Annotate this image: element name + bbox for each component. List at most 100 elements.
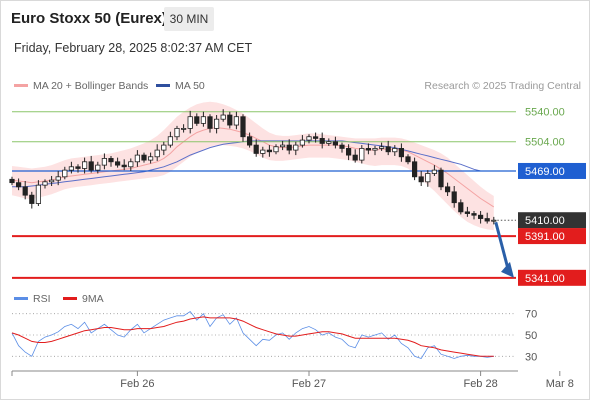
candle-body-bull <box>299 139 306 146</box>
candle-body-bear <box>477 214 484 219</box>
candle-body-bear <box>75 166 81 169</box>
legend-ma50: MA 50 <box>156 80 205 92</box>
candle-body-bear <box>15 182 22 188</box>
candle <box>385 140 391 156</box>
legend-bollinger: MA 20 + Bollinger Bands <box>14 80 148 92</box>
candle-body-bull <box>187 116 193 129</box>
candle <box>451 185 457 208</box>
candle <box>345 144 352 161</box>
copyright-text: Research © 2025 Trading Central <box>424 80 581 92</box>
candle-body-bear <box>141 154 147 161</box>
x-tick-label: Feb 27 <box>292 378 326 390</box>
candle-body-bull <box>82 161 88 169</box>
candle-body-bear <box>227 114 233 126</box>
candle-body-bear <box>194 116 200 124</box>
ma20-line <box>11 127 495 208</box>
forecast-arrow-head <box>501 261 514 278</box>
bollinger-swatch-icon <box>14 83 28 87</box>
candle <box>68 161 74 174</box>
candle-body-bear <box>332 141 339 146</box>
candle <box>418 170 424 186</box>
candle <box>161 141 167 156</box>
rsi-tick-label: 30 <box>525 351 537 363</box>
candle <box>121 159 127 171</box>
rsi-tick-label: 70 <box>525 309 537 321</box>
candle <box>233 111 239 130</box>
candle <box>49 175 55 186</box>
candle <box>174 125 180 141</box>
candle-body-bear <box>411 161 418 178</box>
candle <box>477 211 484 224</box>
candle-body-bear <box>29 194 35 204</box>
candle <box>180 124 187 133</box>
support-label-box <box>518 228 586 245</box>
candle-body-bull <box>431 169 438 174</box>
candle <box>425 170 431 187</box>
rsi-panel: 70 50 30 <box>11 309 537 363</box>
candle <box>213 115 220 134</box>
candle-body-bull <box>359 148 365 161</box>
bollinger-band-fill <box>12 101 494 231</box>
candle-body-bull <box>306 136 312 141</box>
candle <box>240 114 246 142</box>
pivot-label: 5469.00 <box>525 166 565 178</box>
timeframe-badge[interactable]: 30 MIN <box>164 7 214 31</box>
candle-body-bear <box>444 186 451 193</box>
candle-body-bear <box>398 148 405 158</box>
candle-body-bull <box>220 114 226 120</box>
candle <box>82 157 88 174</box>
candle <box>141 152 147 163</box>
candle-body-bull <box>101 158 107 166</box>
candle-body-bear <box>9 178 15 184</box>
candle <box>154 144 160 161</box>
support-label: 5341.00 <box>525 273 565 285</box>
candle <box>42 179 48 189</box>
candle-body-bear <box>345 148 352 156</box>
forecast-arrow-shaft <box>494 221 510 270</box>
rsi-line <box>11 310 494 359</box>
candle <box>339 142 345 153</box>
x-axis: Feb 26 Feb 27 Feb 28 Mar 8 <box>11 370 574 390</box>
candle <box>392 145 398 156</box>
candle-body-bear <box>88 161 94 171</box>
candle-body-bull <box>213 118 220 129</box>
candle-body-bull <box>326 141 332 144</box>
candle-body-bull <box>378 146 385 149</box>
x-tick-label: Mar 8 <box>546 378 574 390</box>
candle <box>29 191 35 209</box>
legend-ma50-label: MA 50 <box>175 80 205 92</box>
x-tick-label: Feb 26 <box>120 378 154 390</box>
candle <box>246 132 253 148</box>
candle <box>95 161 101 174</box>
support-label-box <box>518 269 586 286</box>
candle-body-bear <box>385 146 391 153</box>
candle-body-bull <box>55 176 61 181</box>
candle-body-bull <box>128 161 134 168</box>
candle-body-bear <box>418 176 424 183</box>
candle <box>484 212 490 224</box>
candle <box>88 155 94 173</box>
candle-body-bull <box>273 146 279 153</box>
legend-rsi-ma-label: 9MA <box>82 293 104 305</box>
candle <box>279 140 286 151</box>
candle <box>55 170 61 186</box>
resistance-label: 5540.00 <box>525 107 565 119</box>
candle <box>128 158 134 171</box>
candle <box>398 143 405 162</box>
candle-body-bear <box>115 161 121 166</box>
candle-body-bull <box>147 156 154 161</box>
candle-body-bear <box>484 218 490 222</box>
candle-body-bull <box>161 144 167 151</box>
candle-body-bull <box>293 144 299 151</box>
candle <box>134 150 140 167</box>
candle <box>108 155 114 167</box>
rsi-ma-line <box>11 316 494 357</box>
candle-body-bull <box>174 127 180 138</box>
candle <box>115 157 121 168</box>
candle-body-bull <box>372 148 378 151</box>
candle-body-bear <box>438 169 444 188</box>
candle <box>372 145 378 156</box>
candle <box>207 114 213 133</box>
candle <box>471 211 477 220</box>
